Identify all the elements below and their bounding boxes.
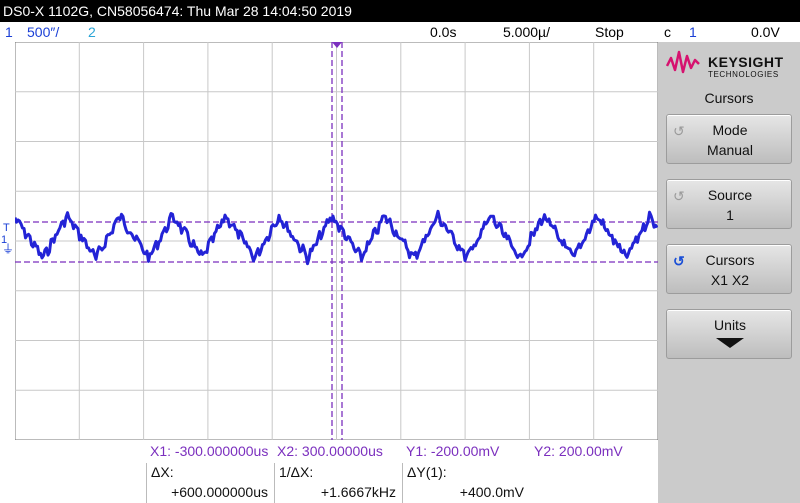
x2-readout: X2: 300.00000us — [277, 443, 383, 459]
trigger-edge-icon: ϲ — [664, 24, 671, 40]
delta-y-cell: ΔY(1): +400.0mV — [402, 463, 530, 503]
channel1-number[interactable]: 1 — [5, 24, 13, 40]
keysight-wave-icon — [665, 50, 700, 74]
knob-icon: ↺ — [673, 123, 685, 139]
waveform-graticule — [15, 42, 658, 440]
inverse-delta-x-label: 1/ΔX: — [279, 464, 314, 480]
softkey-label: Mode — [712, 122, 748, 138]
channel1-scale[interactable]: 500″/ — [27, 24, 60, 40]
inverse-delta-x-cell: 1/ΔX: +1.6667kHz — [274, 463, 402, 503]
inverse-delta-x-value: +1.6667kHz — [320, 484, 396, 500]
ground-icon: ⏚ — [2, 242, 15, 256]
delta-x-label: ΔX: — [151, 464, 174, 480]
grid-lines — [15, 42, 658, 440]
units-softkey[interactable]: Units — [666, 309, 792, 359]
x1-readout: X1: -300.000000us — [150, 443, 269, 459]
cursor-marker-icon — [332, 42, 342, 48]
source-softkey[interactable]: ↺ Source 1 — [666, 179, 792, 229]
cursors-softkey[interactable]: ↺ Cursors X1 X2 — [666, 244, 792, 294]
softkey-value: X1 X2 — [710, 272, 750, 288]
run-state: Stop — [595, 24, 624, 40]
y2-readout: Y2: 200.00mV — [534, 443, 623, 459]
cursor-readout: X1: -300.000000us X2: 300.00000us Y1: -2… — [0, 440, 658, 463]
softkey-label: Source — [707, 187, 753, 203]
y1-readout: Y1: -200.00mV — [406, 443, 500, 459]
softkey-value: Manual — [707, 142, 753, 158]
trigger-source[interactable]: 1 — [689, 24, 697, 40]
keysight-logo: KEYSIGHT TECHNOLOGIES — [665, 48, 794, 84]
waveform-display[interactable] — [15, 42, 658, 440]
mode-softkey[interactable]: ↺ Mode Manual — [666, 114, 792, 164]
time-offset[interactable]: 0.0s — [430, 24, 457, 40]
delta-y-label: ΔY(1): — [407, 464, 447, 480]
status-bar: 1 500″/ 2 0.0s 5.000µ/ Stop ϲ 1 0.0V — [0, 22, 800, 42]
delta-y-value: +400.0mV — [459, 484, 524, 500]
channel1-ground-marker: 1 — [1, 234, 8, 246]
delta-x-cell: ΔX: +600.000000us — [146, 463, 274, 503]
softkey-label: Cursors — [705, 252, 755, 268]
knob-icon: ↺ — [673, 188, 685, 204]
softkey-panel: KEYSIGHT TECHNOLOGIES Cursors ↺ Mode Man… — [658, 42, 800, 503]
window-title: DS0-X 1102G, CN58056474: Thu Mar 28 14:0… — [0, 0, 800, 22]
brand-subtitle: TECHNOLOGIES — [708, 70, 779, 79]
channel1-waveform — [15, 209, 658, 266]
delta-x-value: +600.000000us — [171, 484, 268, 500]
brand-name: KEYSIGHT — [708, 54, 784, 70]
cursor-measurements: ΔX: +600.000000us 1/ΔX: +1.6667kHz ΔY(1)… — [0, 463, 658, 503]
trigger-level-marker: T — [3, 222, 10, 234]
time-scale[interactable]: 5.000µ/ — [503, 24, 550, 40]
knob-icon: ↺ — [673, 253, 685, 269]
menu-title: Cursors — [704, 90, 754, 106]
softkey-value: 1 — [726, 207, 734, 223]
submenu-arrow-icon — [716, 338, 744, 348]
trigger-level[interactable]: 0.0V — [751, 24, 780, 40]
channel2-number[interactable]: 2 — [88, 24, 96, 40]
softkey-label: Units — [714, 317, 746, 333]
